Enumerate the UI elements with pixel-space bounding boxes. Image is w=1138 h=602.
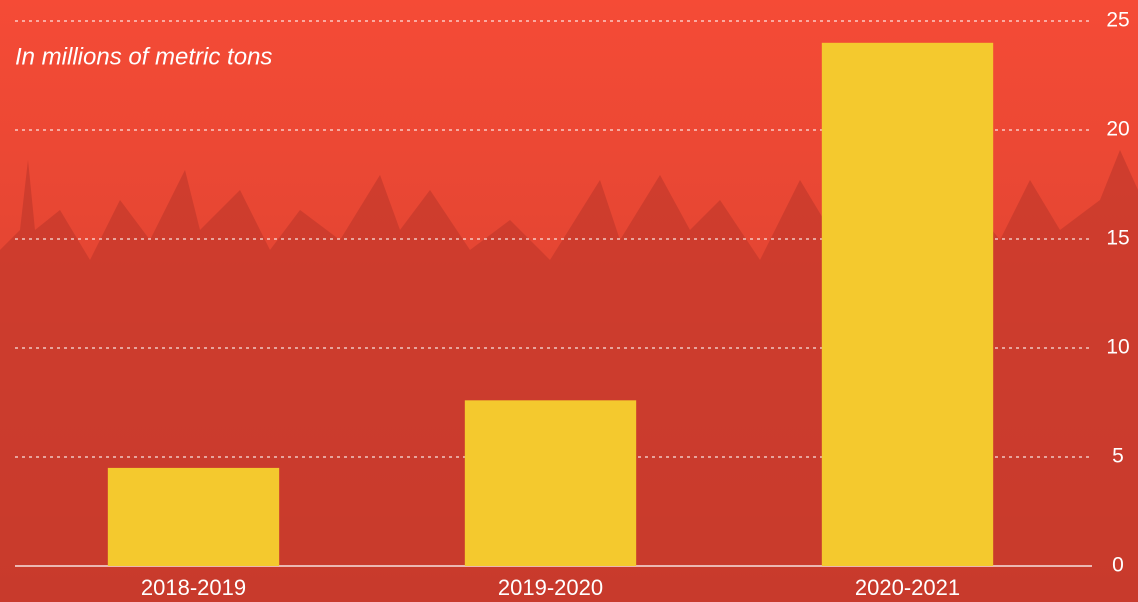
x-tick-label: 2019-2020 [498,575,603,600]
subtitle: In millions of metric tons [15,43,272,70]
x-tick-label: 2020-2021 [855,575,960,600]
bar [107,467,280,566]
x-tick-label: 2018-2019 [141,575,246,600]
bar [821,42,994,567]
y-tick-label: 10 [1106,336,1129,359]
y-tick-label: 20 [1106,118,1129,141]
y-tick-label: 15 [1106,227,1129,250]
y-tick-label: 5 [1112,445,1124,468]
y-tick-label: 0 [1112,554,1124,577]
bar [464,400,637,566]
y-tick-label: 25 [1106,9,1129,32]
